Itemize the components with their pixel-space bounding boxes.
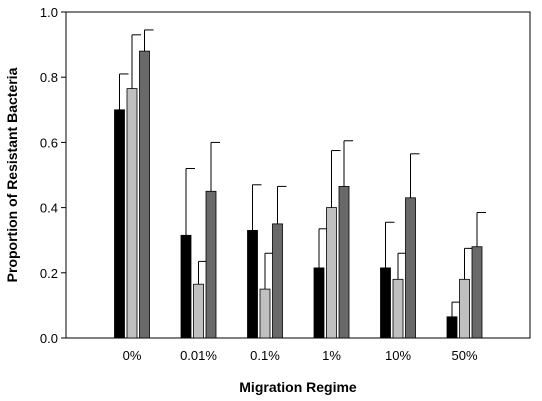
x-tick-label: 50% <box>451 348 477 363</box>
bar <box>313 267 325 339</box>
bar <box>205 190 217 339</box>
bar <box>139 50 150 339</box>
bar <box>380 267 391 339</box>
bar <box>326 207 337 339</box>
x-tick-label: 0.01% <box>180 348 217 363</box>
x-tick-label: 0.1% <box>250 348 280 363</box>
x-tick-label: 10% <box>385 348 411 363</box>
x-tick-label: 0% <box>123 348 142 363</box>
bar <box>446 316 458 339</box>
bar <box>126 88 138 339</box>
y-tick-label: 1.0 <box>40 5 58 20</box>
x-tick-label: 1% <box>322 348 341 363</box>
x-axis-title: Migration Regime <box>239 379 357 395</box>
bar <box>247 230 258 339</box>
bar <box>392 278 404 339</box>
y-tick-label: 0.6 <box>40 135 58 150</box>
bar <box>338 186 350 339</box>
bar <box>272 223 283 339</box>
y-tick-label: 0.2 <box>40 266 58 281</box>
y-axis-title: Proportion of Resistant Bacteria <box>4 67 20 282</box>
bar <box>259 288 271 339</box>
y-tick-label: 0.4 <box>40 201 58 216</box>
bar <box>180 234 192 339</box>
bar <box>471 246 483 339</box>
bar <box>405 197 416 339</box>
chart-marks: 0.0 0.2 0.4 0.6 0.8 1.0 0% 0.01% 0.1% 1% 10% 50% <box>40 5 486 363</box>
bar <box>459 278 470 339</box>
y-tick-label: 0.8 <box>40 70 58 85</box>
y-tick-label: 0.0 <box>40 331 58 346</box>
bar <box>193 283 204 339</box>
bar <box>114 109 125 339</box>
